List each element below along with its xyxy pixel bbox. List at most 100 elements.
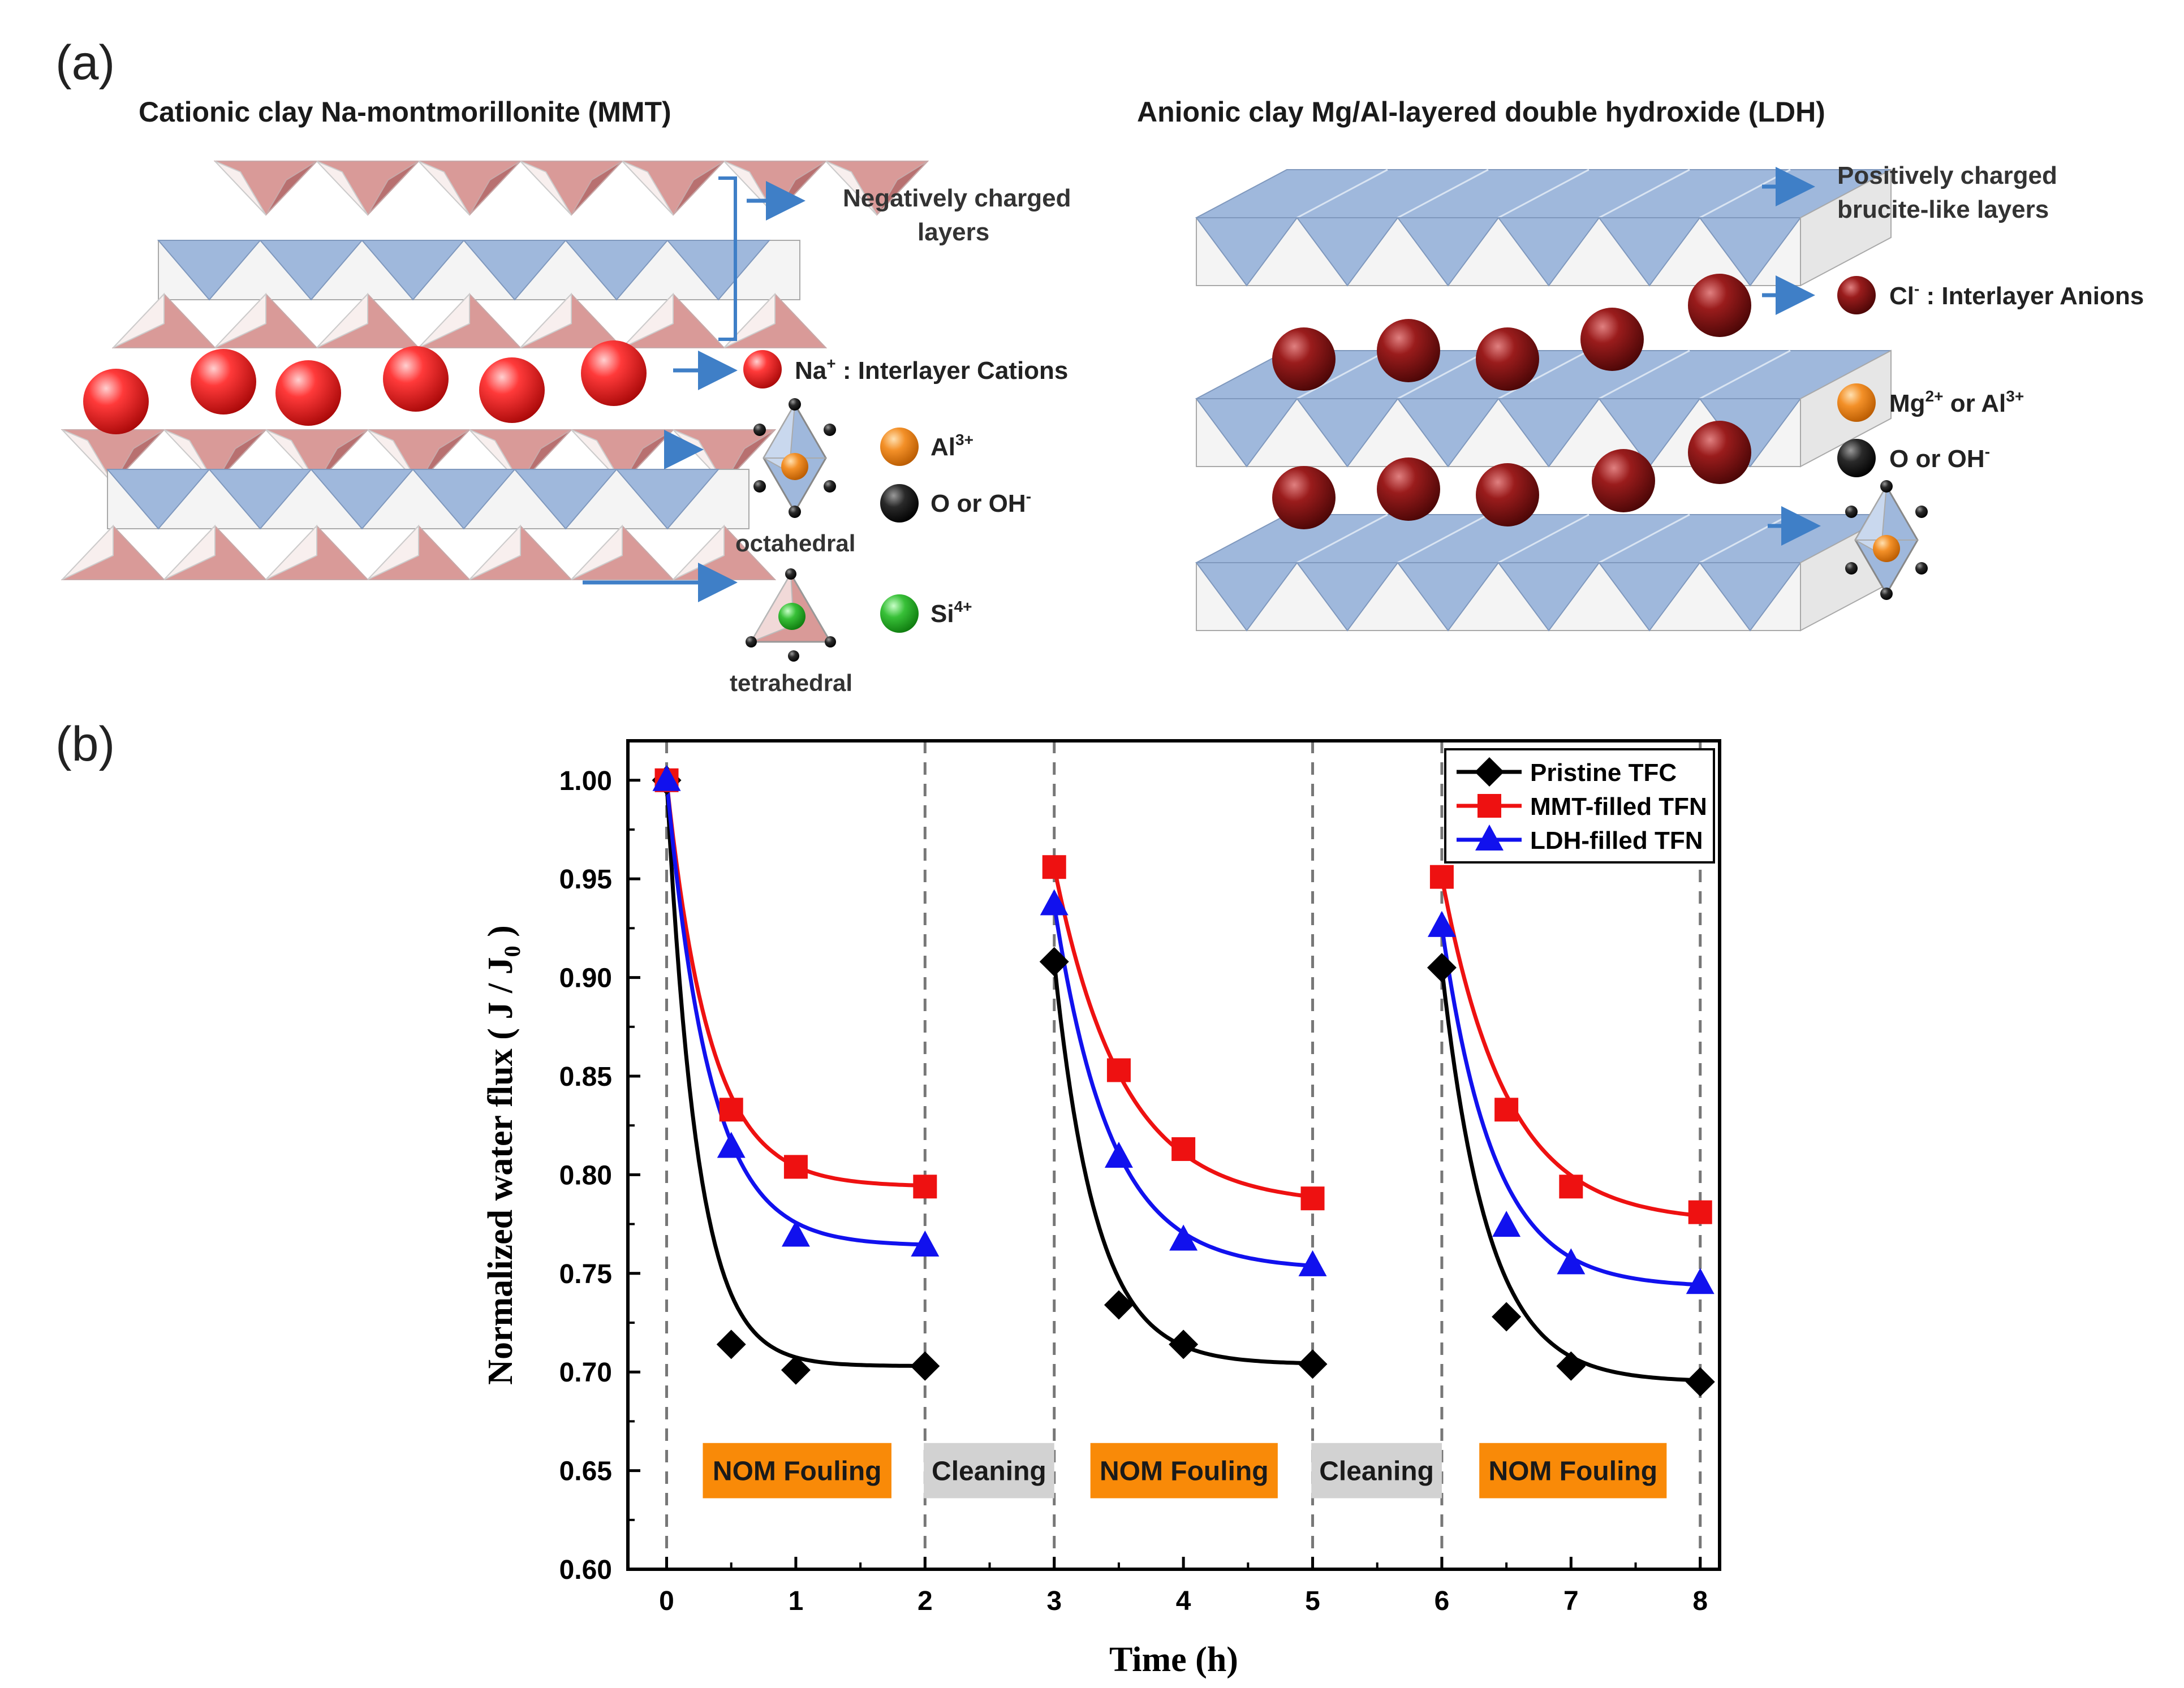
octahedral-vertex-atom <box>824 480 836 493</box>
ldh-octahedron <box>1296 562 1399 632</box>
al-label: Al3+ <box>931 431 973 461</box>
mmt-tetrahedron-light <box>825 161 877 215</box>
ldh-grid-line <box>1699 349 1791 400</box>
mmt-tetrahedron-light <box>316 161 368 215</box>
octahedral-center-atom <box>1873 535 1900 562</box>
octahedral-vertex-atom <box>753 424 766 436</box>
octahedral-vertex-atom <box>1880 588 1893 600</box>
ldh-octahedron <box>1699 562 1802 632</box>
cl-interlayer-anion <box>1476 327 1539 391</box>
cl-ion-legend-ball <box>1837 276 1876 314</box>
mmt-octahedron <box>157 240 262 301</box>
na-interlayer-cation <box>275 360 341 426</box>
x-tick-label: 4 <box>1176 1586 1191 1616</box>
al-ion-legend-ball <box>880 428 919 466</box>
ldh-al-charge: 3+ <box>2006 387 2024 405</box>
cl-interlayer-anion <box>1688 421 1751 484</box>
x-tick-label: 2 <box>917 1586 933 1616</box>
y-tick-label: 0.65 <box>559 1457 612 1487</box>
pristine-tfc-marker <box>1556 1351 1586 1381</box>
ldh-octahedron <box>1497 398 1600 468</box>
ldh-tfn-marker <box>1492 1211 1521 1237</box>
mmt-tetrahedron-light <box>418 161 470 215</box>
octahedron-light-face <box>763 404 795 473</box>
cl-label-text: : Interlayer Anions <box>1919 282 2144 310</box>
si-center-atom <box>778 603 805 630</box>
legend-label: LDH-filled TFN <box>1530 827 1703 854</box>
mmt-octahedron <box>462 240 567 301</box>
mmt-octahedron <box>106 469 211 530</box>
octahedral-vertex-atom <box>1845 562 1858 575</box>
al-symbol: Al <box>931 433 955 461</box>
cleaning-phase-label: Cleaning <box>1319 1457 1434 1487</box>
y-tick-label: 0.80 <box>559 1160 612 1190</box>
fouling-phase-box <box>1090 1443 1278 1499</box>
mmt-tetrahedron-light <box>622 161 674 215</box>
ldh-tfn-marker <box>1475 824 1504 851</box>
o-ion-legend-ball <box>880 484 919 523</box>
al-charge: 3+ <box>955 431 973 448</box>
ldh-octahedron <box>1195 217 1298 287</box>
ldh-octahedron <box>1397 398 1500 468</box>
si-ion-legend-ball <box>880 594 919 633</box>
x-tick-label: 3 <box>1046 1586 1062 1616</box>
na-charge: + <box>826 355 835 372</box>
y-tick-label: 0.95 <box>559 865 612 895</box>
cl-interlayer-anion <box>1688 274 1751 337</box>
o-symbol: O or OH <box>931 490 1026 517</box>
mg-charge: 2+ <box>1925 387 1944 405</box>
x-axis-label: Time (h) <box>1109 1640 1238 1679</box>
na-interlayer-cation <box>581 340 647 406</box>
mmt-tfn-marker <box>913 1175 937 1199</box>
ldh-grid-line <box>1397 169 1489 219</box>
cl-interlayer-anion <box>1272 466 1336 529</box>
mmt-octahedron <box>615 469 720 530</box>
plot-frame <box>626 739 1721 1571</box>
ldh-grid-line <box>1699 169 1791 219</box>
ldh-tfn-marker <box>652 765 681 791</box>
ldh-o-legend-ball <box>1837 439 1876 477</box>
octahedral-vertex-atom <box>1845 506 1858 518</box>
ldh-grid-line <box>1599 349 1690 400</box>
tetra-vertex <box>746 636 757 647</box>
mmt-tetrahedron-light <box>214 161 266 215</box>
mmt-octahedron <box>208 469 313 530</box>
y-tick-label: 1.00 <box>559 766 612 796</box>
octahedral-vertex-atom <box>789 398 801 411</box>
octahedral-vertex-atom <box>1915 506 1928 518</box>
ldh-tfn-marker <box>1169 1224 1198 1251</box>
mmt-tetrahedron-light <box>520 292 572 348</box>
x-tick-label: 1 <box>789 1586 804 1616</box>
ldh-octahedron <box>1497 217 1600 287</box>
mmt-title: Cationic clay Na-montmorillonite (MMT) <box>139 96 671 128</box>
mmt-tetrahedron-light <box>62 524 114 580</box>
octahedral-unit-icon <box>753 398 836 518</box>
chart-axes: 0.60 0.65 0.70 0.75 0.80 0.85 0.90 0.95 1.00 0 1 2 3… <box>481 739 1721 1679</box>
ldh-octahedron <box>1296 398 1399 468</box>
mmt-tfn-marker <box>1106 1058 1131 1082</box>
na-interlayer-cation <box>83 369 149 434</box>
flux-chart: NOM Fouling Cleaning NOM Fouling Cleaning NO… <box>481 739 1721 1679</box>
ldh-structure-illustration <box>1195 169 1892 632</box>
x-tick-label: 7 <box>1563 1586 1579 1616</box>
octahedral-vertex-atom <box>789 506 801 518</box>
ldh-octahedron <box>1598 562 1701 632</box>
x-tick-label: 8 <box>1692 1586 1708 1616</box>
mmt-tetrahedron-dark <box>673 161 725 215</box>
mmt-tetrahedron-light <box>316 292 368 348</box>
mmt-tetrahedron-light <box>163 524 216 580</box>
mmt-tfn-marker <box>1477 794 1501 818</box>
negative-layers-label-line2: layers <box>917 218 989 246</box>
na-symbol: Na <box>795 357 827 385</box>
mmt-tetrahedron-light <box>367 524 419 580</box>
ldh-grid-line <box>1296 513 1388 564</box>
ldh-tfn-marker <box>717 1132 746 1158</box>
tetra-vertex <box>788 650 799 662</box>
si-label: Si4+ <box>931 598 972 628</box>
na-interlayer-cation <box>383 346 449 412</box>
tetrahedral-label: tetrahedral <box>730 670 852 696</box>
fouling-phase-label: NOM Fouling <box>1488 1457 1657 1487</box>
si-charge: 4+ <box>954 598 972 615</box>
ldh-tfn-marker <box>1427 910 1456 937</box>
